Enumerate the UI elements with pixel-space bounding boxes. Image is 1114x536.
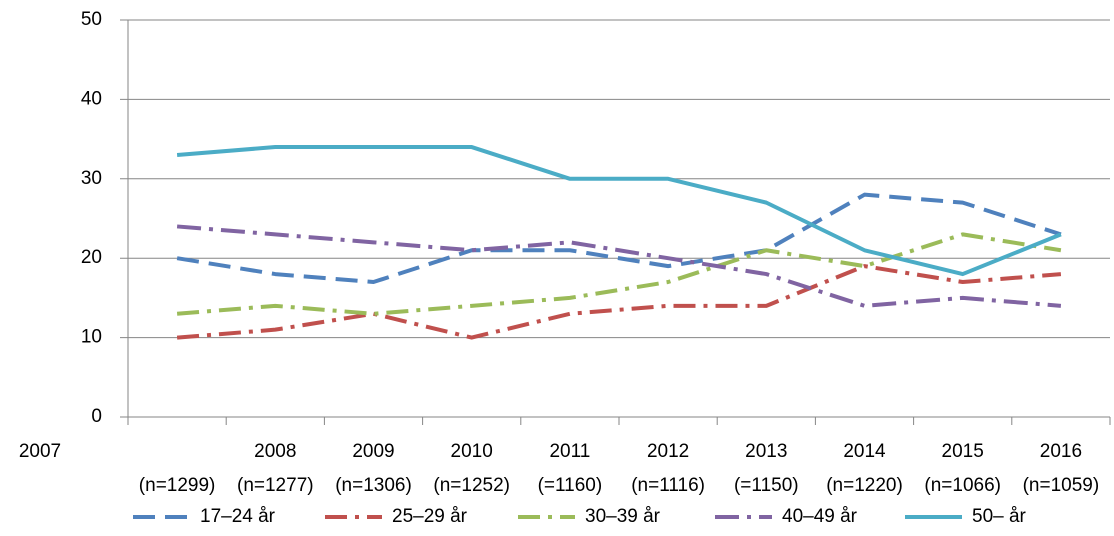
y-tick-label: 30 xyxy=(81,168,102,189)
x-tick-note: (n=1066) xyxy=(924,475,1001,496)
y-tick-label: 40 xyxy=(81,88,102,109)
series-line xyxy=(176,145,1062,277)
x-tick-note: (n=1220) xyxy=(826,475,903,496)
x-tick-label: 2007 xyxy=(19,441,61,462)
y-tick-label: 0 xyxy=(91,406,102,427)
x-tick-label: 2009 xyxy=(352,441,394,462)
legend-label: 17–24 år xyxy=(200,506,276,527)
series-line xyxy=(176,232,1062,316)
x-tick-label: 2015 xyxy=(942,441,984,462)
x-tick-label: 2008 xyxy=(254,441,296,462)
legend-label: 25–29 år xyxy=(392,506,468,527)
x-tick-label: 2010 xyxy=(451,441,493,462)
x-tick-note: (n=1252) xyxy=(433,475,510,496)
legend-label: 30–39 år xyxy=(585,506,661,527)
x-tick-label: 2014 xyxy=(843,441,886,462)
series-line xyxy=(176,192,1062,285)
x-tick-note: (=1160) xyxy=(538,475,603,496)
y-tick-label: 20 xyxy=(81,247,102,268)
x-tick-note: (n=1059) xyxy=(1023,475,1100,496)
series-line xyxy=(176,224,1062,308)
x-tick-note: (n=1116) xyxy=(631,475,705,496)
x-tick-label: 2013 xyxy=(745,441,787,462)
x-tick-label: 2011 xyxy=(549,441,590,462)
x-tick-note: (n=1299) xyxy=(139,475,216,496)
legend-label: 40–49 år xyxy=(782,506,858,527)
legend-label: 50– år xyxy=(972,506,1027,527)
y-tick-label: 50 xyxy=(81,9,102,30)
x-tick-note: (=1150) xyxy=(734,475,799,496)
x-tick-note: (n=1277) xyxy=(237,475,314,496)
x-tick-note: (n=1306) xyxy=(335,475,412,496)
x-tick-label: 2016 xyxy=(1040,441,1082,462)
y-tick-label: 10 xyxy=(81,327,102,348)
x-tick-label: 2012 xyxy=(647,441,689,462)
